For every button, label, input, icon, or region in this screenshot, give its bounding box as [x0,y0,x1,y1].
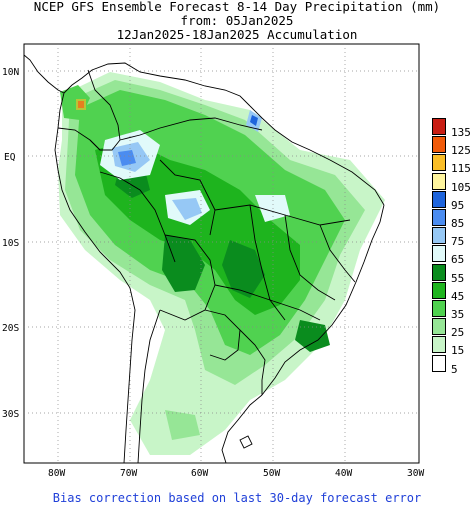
border-amazon-north [119,117,263,141]
guianas-coast [249,105,385,206]
precip-region-55d [295,320,330,352]
border-argentina-chile [137,309,161,463]
caribbean-coast [63,62,251,107]
legend-swatch [432,263,446,281]
legend-swatch [432,190,446,208]
legend-swatch [432,118,446,135]
legend-label: 125 [451,144,471,158]
brazil-state-lines-2 [249,204,286,321]
central-america-coast [24,54,65,94]
legend-label: 85 [451,217,465,230]
border-brazil-south [239,329,266,395]
bias-correction-note: Bias correction based on last 30-day for… [52,491,422,505]
pacific-coast [54,92,136,463]
precip-region-north-115 [76,99,86,110]
border-colombia-peru [89,139,121,151]
legend-swatch [432,154,446,172]
lat-label-eq: EQ [4,152,16,163]
map-frame [23,43,420,464]
lat-label-20s: 20S [2,323,19,334]
legend-label: 75 [451,235,465,249]
precip-region-north [60,85,90,120]
precip-region-75b [172,198,202,220]
precip-region-55b [222,240,265,298]
lat-label-10s: 10S [2,238,19,249]
legend-label: 65 [451,253,465,267]
precip-region-85 [118,150,136,166]
brazil-state-lines-3 [284,214,336,301]
legend-label: 15 [451,344,465,358]
brazil-east-coast [261,204,385,396]
legend-label: 115 [451,162,471,176]
lon-label-80w: 80W [48,468,65,479]
lon-label-70w: 70W [120,468,137,479]
legend-label: 105 [451,180,471,194]
brazil-state-lines-6 [159,159,216,236]
title-line-2: from: 05Jan2025 [180,13,294,28]
legend-label: 25 [451,326,465,340]
lon-label-30w: 30W [407,468,424,479]
legend-swatch [432,300,446,317]
legend-label: 45 [451,289,465,303]
longitude-labels: 80W 70W 60W 50W 40W 30W [48,468,424,479]
lon-label-40w: 40W [335,468,352,479]
latitude-labels: 10N EQ 10S 20S 30S [2,67,19,420]
precip-region-55a [162,235,205,292]
legend-label: 5 [451,362,458,376]
legend-swatch [432,354,446,372]
title-line-3: 12Jan2025-18Jan2025 Accumulation [116,27,358,42]
border-colombia-venezuela [87,69,121,141]
island-south [239,435,253,449]
precip-region-65c [255,195,290,222]
coastlines [24,54,385,463]
southern-cone-east-coast [221,394,263,463]
legend-label: 35 [451,308,465,321]
legend-swatch [432,336,446,354]
legend-swatch [432,209,446,226]
legend-swatch [432,136,446,154]
title-line-1: NCEP GFS Ensemble Forecast 8-14 Day Prec… [33,0,441,14]
lon-label-60w: 60W [191,468,208,479]
lon-label-50w: 50W [263,468,280,479]
brazil-state-lines-5 [319,224,356,283]
border-paraguay [204,309,241,361]
precip-shading [58,72,385,455]
brazil-state-lines-4 [214,284,321,321]
legend-swatch [432,172,446,190]
border-peru-brazil [99,171,176,263]
legend-label: 55 [451,271,465,285]
legend-swatch [432,227,446,245]
legend-swatch [432,281,446,299]
precip-region-95 [250,115,258,126]
legend-swatch [432,245,446,263]
legend-label: 135 [451,126,471,139]
legend-swatch [432,318,446,336]
lat-label-10n: 10N [2,67,19,78]
lat-label-30s: 30S [2,409,19,420]
legend-label: 95 [451,198,465,212]
precip-region-south-25 [165,410,200,440]
